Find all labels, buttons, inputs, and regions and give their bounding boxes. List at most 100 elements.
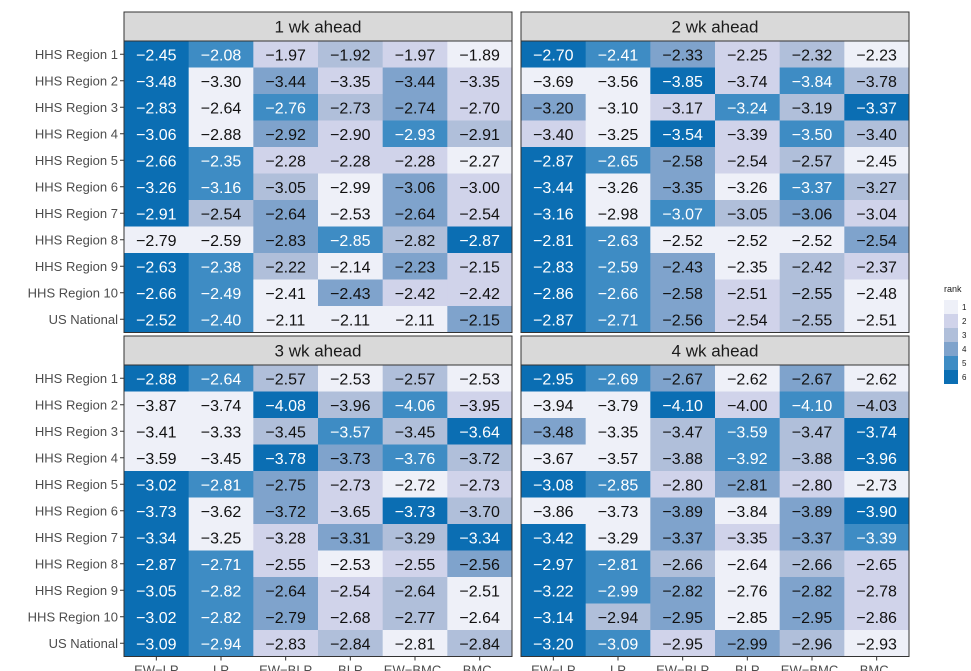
- cell-value-label: −2.81: [201, 477, 242, 494]
- cell-value-label: −2.48: [856, 286, 897, 303]
- cell-value-label: −3.86: [533, 504, 574, 521]
- row-label: HHS Region 10: [28, 609, 118, 624]
- cell-value-label: −2.11: [331, 312, 370, 329]
- heatmap-cell: [585, 391, 651, 419]
- heatmap-cell: [382, 173, 448, 201]
- column-label: LP: [213, 663, 229, 671]
- heatmap-cell: [585, 524, 651, 551]
- heatmap-cell: [715, 471, 781, 498]
- cell-value-label: −2.69: [598, 371, 639, 388]
- heatmap-cell: [521, 418, 587, 445]
- legend-swatch: [944, 342, 958, 356]
- heatmap-cell: [253, 41, 319, 68]
- heatmap-cell: [844, 41, 910, 68]
- heatmap-cell: [124, 253, 190, 280]
- row-label: HHS Region 1: [35, 371, 118, 386]
- heatmap-cell: [844, 630, 910, 657]
- cell-value-label: −3.88: [792, 451, 833, 468]
- heatmap-cell: [715, 253, 781, 280]
- cell-value-label: −3.74: [856, 424, 897, 441]
- cell-value-label: −3.22: [533, 583, 574, 600]
- heatmap-cell: [447, 94, 513, 121]
- cell-value-label: −2.96: [792, 636, 833, 653]
- legend-swatch: [944, 356, 958, 370]
- cell-value-label: −2.82: [201, 610, 242, 627]
- heatmap-cell: [715, 630, 781, 657]
- heatmap-cell: [447, 200, 513, 227]
- heatmap-cell: [318, 550, 384, 578]
- cell-value-label: −3.48: [136, 74, 177, 91]
- cell-value-label: −3.88: [662, 451, 703, 468]
- heatmap-cell: [844, 497, 910, 525]
- heatmap-cell: [382, 120, 448, 148]
- heatmap-cell: [253, 279, 319, 307]
- cell-value-label: −2.99: [727, 636, 768, 653]
- heatmap-cell: [318, 67, 384, 95]
- cell-value-label: −3.16: [533, 206, 574, 223]
- heatmap-cell: [447, 365, 513, 392]
- cell-value-label: −3.47: [662, 424, 703, 441]
- heatmap-cell: [447, 306, 513, 333]
- heatmap-cell: [585, 173, 651, 201]
- heatmap-cell: [253, 577, 319, 604]
- heatmap-cell: [779, 41, 845, 68]
- heatmap-cell: [188, 173, 254, 201]
- cell-value-label: −2.66: [136, 286, 177, 303]
- cell-value-label: −3.44: [265, 74, 306, 91]
- heatmap-cell: [779, 603, 845, 631]
- heatmap-cell: [521, 67, 587, 95]
- cell-value-label: −2.87: [459, 233, 500, 250]
- cell-value-label: −3.17: [662, 100, 703, 117]
- facet-panel-1: 1 wk ahead −2.45 −2.08 −1.97 −1.92 −1.97 −1.89…: [28, 11, 513, 333]
- legend-label: 1: [962, 303, 967, 312]
- cell-value-label: −2.75: [265, 477, 306, 494]
- heatmap-cell: [650, 524, 716, 551]
- cell-value-label: −2.28: [265, 153, 306, 170]
- cell-value-label: −4.10: [792, 398, 833, 415]
- cell-value-label: −3.70: [459, 504, 500, 521]
- cell-value-label: −3.84: [792, 74, 833, 91]
- heatmap-cell: [447, 444, 513, 472]
- column-label: EW−BLP: [259, 663, 312, 671]
- heatmap-cell: [124, 365, 190, 392]
- cell-value-label: −2.54: [459, 206, 500, 223]
- cell-value-label: −2.83: [265, 233, 306, 250]
- heatmap-cell: [124, 306, 190, 333]
- heatmap-cell: [447, 497, 513, 525]
- heatmap-cell: [188, 471, 254, 498]
- heatmap-cell: [318, 497, 384, 525]
- cell-value-label: −3.06: [136, 127, 177, 144]
- cell-value-label: −2.65: [856, 557, 897, 574]
- heatmap-cell: [188, 253, 254, 280]
- heatmap-cell: [188, 120, 254, 148]
- column-label: BLP: [735, 663, 760, 671]
- heatmap-cell: [844, 226, 910, 254]
- heatmap-cell: [779, 173, 845, 201]
- cell-value-label: −2.64: [395, 206, 436, 223]
- heatmap-cell: [585, 497, 651, 525]
- cell-value-label: −3.48: [533, 424, 574, 441]
- heatmap-cell: [779, 306, 845, 333]
- heatmap-cell: [650, 630, 716, 657]
- row-label: HHS Region 7: [35, 530, 118, 545]
- cell-value-label: −2.83: [265, 636, 306, 653]
- heatmap-cell: [188, 67, 254, 95]
- cell-value-label: −2.83: [136, 100, 177, 117]
- cell-value-label: −2.71: [201, 557, 242, 574]
- cell-value-label: −2.72: [395, 477, 436, 494]
- row-label: HHS Region 5: [35, 153, 118, 168]
- cell-value-label: −3.84: [727, 504, 768, 521]
- heatmap-cell: [124, 147, 190, 174]
- cell-value-label: −3.56: [598, 74, 639, 91]
- cell-value-label: −3.44: [533, 180, 574, 197]
- heatmap-cell: [124, 524, 190, 551]
- cell-value-label: −2.55: [792, 286, 833, 303]
- facet-panel-2: 2 wk ahead −2.70 −2.41 −2.33 −2.25 −2.32 −2.23…: [520, 11, 910, 333]
- cell-value-label: −2.82: [395, 233, 436, 250]
- heatmap-cell: [585, 253, 651, 280]
- cell-value-label: −3.73: [598, 504, 639, 521]
- cell-value-label: −3.14: [533, 610, 574, 627]
- facet-title: 2 wk ahead: [672, 18, 759, 37]
- cell-value-label: −3.27: [856, 180, 897, 197]
- cell-value-label: −4.10: [662, 398, 703, 415]
